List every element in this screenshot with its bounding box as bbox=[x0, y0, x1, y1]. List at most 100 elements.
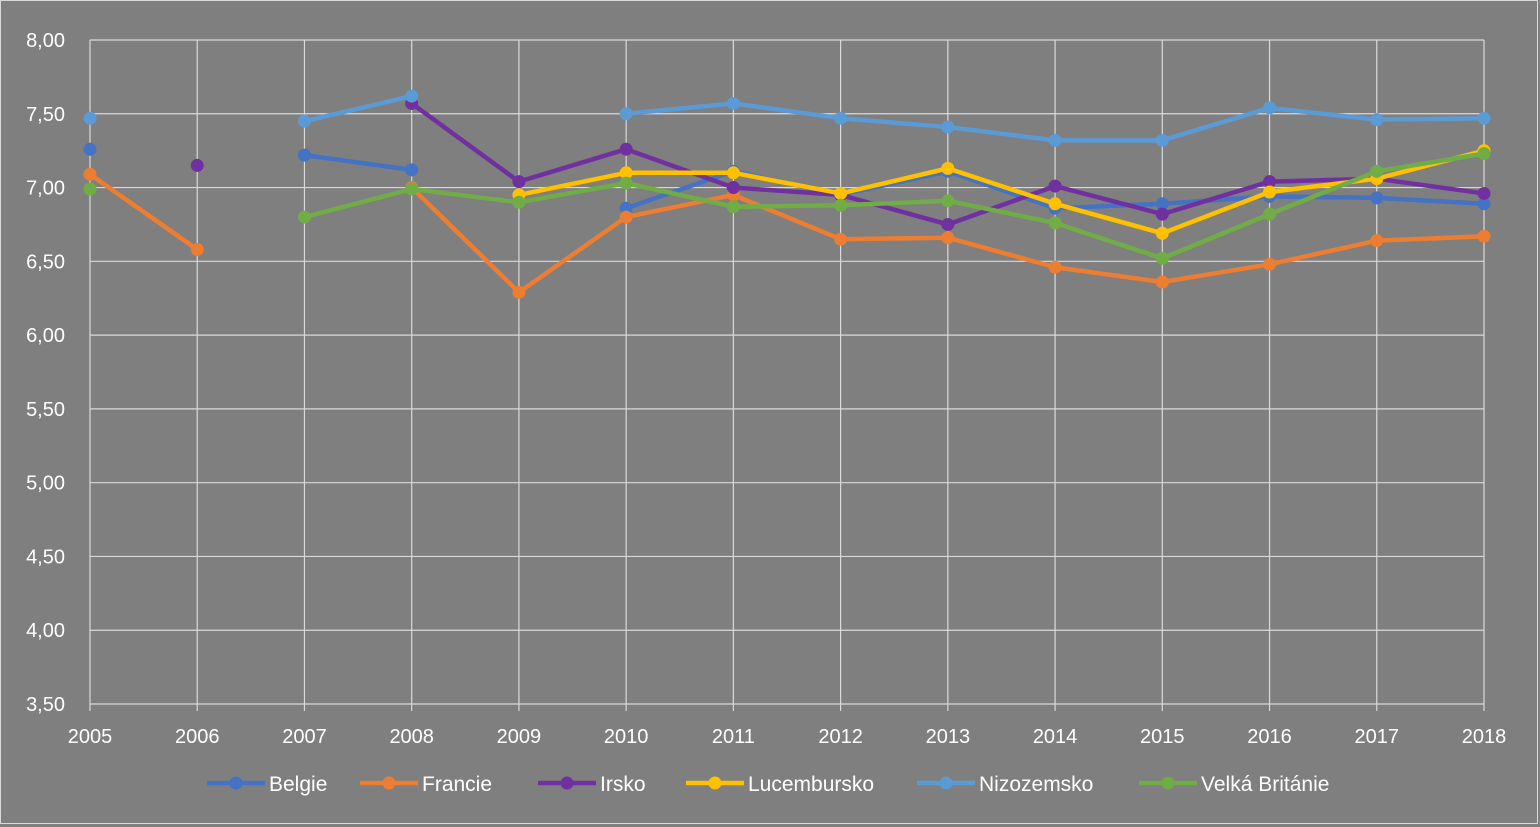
data-point bbox=[83, 167, 97, 181]
legend-item: Francie bbox=[360, 773, 492, 796]
data-point bbox=[297, 210, 311, 224]
legend-label: Irsko bbox=[600, 773, 646, 796]
data-point bbox=[83, 142, 97, 156]
y-tick-label: 4,50 bbox=[26, 546, 65, 568]
series-lines bbox=[83, 89, 1491, 299]
y-tick-label: 6,50 bbox=[26, 251, 65, 273]
legend-swatch-marker bbox=[229, 776, 243, 790]
data-point bbox=[941, 217, 955, 231]
series-5 bbox=[83, 147, 1491, 265]
legend-swatch-marker bbox=[382, 776, 396, 790]
series-4 bbox=[83, 89, 1491, 147]
x-tick-label: 2017 bbox=[1355, 726, 1400, 748]
data-point bbox=[1370, 191, 1384, 205]
data-point bbox=[726, 200, 740, 214]
data-point bbox=[941, 161, 955, 175]
y-tick-label: 7,50 bbox=[26, 104, 65, 126]
legend-label: Francie bbox=[422, 773, 492, 796]
legend-item: Lucembursko bbox=[686, 773, 874, 796]
data-point bbox=[834, 111, 848, 125]
data-point bbox=[1263, 185, 1277, 199]
data-point bbox=[1263, 101, 1277, 115]
data-point bbox=[190, 158, 204, 172]
data-point bbox=[1048, 197, 1062, 211]
legend-label: Nizozemsko bbox=[979, 773, 1093, 796]
data-point bbox=[83, 182, 97, 196]
x-tick-label: 2005 bbox=[68, 726, 113, 748]
x-tick-label: 2010 bbox=[604, 726, 649, 748]
y-tick-label: 3,50 bbox=[26, 694, 65, 716]
data-point bbox=[619, 210, 633, 224]
legend-label: Belgie bbox=[269, 773, 327, 796]
data-point bbox=[1263, 207, 1277, 221]
series-line bbox=[302, 93, 414, 124]
legend-swatch-marker bbox=[708, 776, 722, 790]
data-point bbox=[512, 175, 526, 189]
data-point bbox=[619, 142, 633, 156]
data-point bbox=[1370, 164, 1384, 178]
y-tick-label: 8,00 bbox=[26, 30, 65, 52]
data-point bbox=[1263, 257, 1277, 271]
legend-item: Belgie bbox=[207, 773, 327, 796]
y-tick-label: 6,00 bbox=[26, 325, 65, 347]
data-point bbox=[1477, 111, 1491, 125]
x-tick-label: 2018 bbox=[1462, 726, 1507, 748]
data-point bbox=[1155, 251, 1169, 265]
legend-swatch-marker bbox=[939, 776, 953, 790]
legend-item: Velká Británie bbox=[1139, 773, 1329, 796]
legend-swatch-marker bbox=[1161, 776, 1175, 790]
data-point bbox=[1370, 234, 1384, 248]
data-point bbox=[405, 163, 419, 177]
data-point bbox=[726, 181, 740, 195]
y-tick-label: 5,50 bbox=[26, 399, 65, 421]
data-point bbox=[941, 120, 955, 134]
y-tick-label: 7,00 bbox=[26, 178, 65, 200]
series-line bbox=[302, 151, 1487, 261]
legend: Belgie Francie Irsko Lucembursko Nizozemsko V… bbox=[207, 773, 1329, 796]
x-tick-label: 2013 bbox=[926, 726, 971, 748]
data-point bbox=[1155, 226, 1169, 240]
x-tick-label: 2011 bbox=[712, 726, 755, 748]
x-tick-label: 2009 bbox=[497, 726, 542, 748]
data-point bbox=[1477, 229, 1491, 243]
series-line bbox=[87, 172, 200, 252]
axes: 3,50 4,00 4,50 5,00 5,50 6,00 6,50 7,00 7,50 8,00… bbox=[26, 30, 1506, 748]
data-point bbox=[1263, 175, 1277, 189]
data-point bbox=[83, 111, 97, 125]
x-tick-label: 2016 bbox=[1247, 726, 1292, 748]
data-point bbox=[1370, 113, 1384, 127]
data-point bbox=[1155, 207, 1169, 221]
data-point bbox=[834, 232, 848, 246]
data-point bbox=[1477, 197, 1491, 211]
x-tick-label: 2014 bbox=[1033, 726, 1078, 748]
data-point bbox=[834, 186, 848, 200]
data-point bbox=[1155, 197, 1169, 211]
data-point bbox=[1048, 216, 1062, 230]
data-point bbox=[1477, 147, 1491, 161]
data-point bbox=[726, 96, 740, 110]
data-point bbox=[1048, 133, 1062, 147]
data-point bbox=[834, 198, 848, 212]
y-tick-label: 5,00 bbox=[26, 473, 65, 495]
data-point bbox=[726, 166, 740, 180]
data-point bbox=[190, 243, 204, 257]
data-point bbox=[1477, 186, 1491, 200]
legend-swatch-marker bbox=[560, 776, 574, 790]
data-point bbox=[1048, 179, 1062, 193]
data-point bbox=[512, 195, 526, 209]
data-point bbox=[405, 182, 419, 196]
y-tick-label: 4,00 bbox=[26, 620, 65, 642]
legend-item: Irsko bbox=[538, 773, 646, 796]
data-point bbox=[297, 114, 311, 128]
data-point bbox=[1155, 133, 1169, 147]
data-point bbox=[297, 148, 311, 162]
x-tick-label: 2008 bbox=[389, 726, 434, 748]
series-1 bbox=[83, 167, 1491, 299]
legend-label: Velká Británie bbox=[1201, 773, 1329, 796]
data-point bbox=[619, 107, 633, 121]
data-point bbox=[1048, 260, 1062, 274]
data-point bbox=[405, 89, 419, 103]
x-tick-label: 2015 bbox=[1140, 726, 1185, 748]
legend-item: Nizozemsko bbox=[917, 773, 1093, 796]
